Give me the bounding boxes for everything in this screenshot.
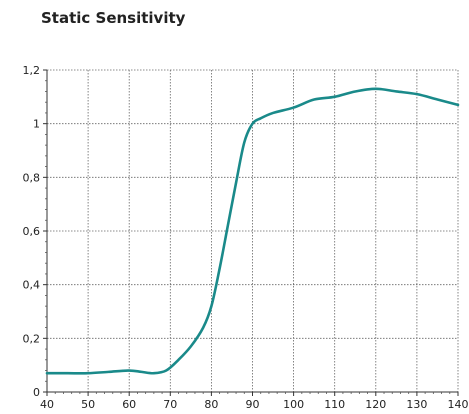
ticks xyxy=(43,69,459,396)
y-tick-label: 1 xyxy=(33,118,40,131)
x-tick-label: 130 xyxy=(406,398,427,411)
x-tick-label: 120 xyxy=(365,398,386,411)
x-tick-label: 80 xyxy=(204,398,218,411)
x-tick-label: 100 xyxy=(283,398,304,411)
grid xyxy=(47,69,459,392)
y-tick-label: 0 xyxy=(33,386,40,399)
x-tick-label: 50 xyxy=(81,398,95,411)
x-tick-label: 140 xyxy=(448,398,469,411)
x-tick-label: 70 xyxy=(163,398,177,411)
y-tick-label: 0,8 xyxy=(23,171,41,184)
chart-title: Static Sensitivity xyxy=(41,9,186,27)
y-tick-label: 1,2 xyxy=(23,64,41,77)
x-tick-label: 60 xyxy=(122,398,136,411)
series xyxy=(45,87,460,375)
tick-labels: 40 50 60 70 80 90 100 110 120 130 140 0 0,2 0,4 0,6 0,8… xyxy=(23,64,469,411)
x-tick-label: 90 xyxy=(246,398,260,411)
x-tick-label: 110 xyxy=(324,398,345,411)
x-tick-label: 40 xyxy=(40,398,54,411)
series-line-0 xyxy=(45,87,460,375)
y-tick-label: 0,4 xyxy=(23,279,41,292)
y-tick-label: 0,6 xyxy=(23,225,41,238)
y-tick-label: 0,2 xyxy=(23,332,41,345)
